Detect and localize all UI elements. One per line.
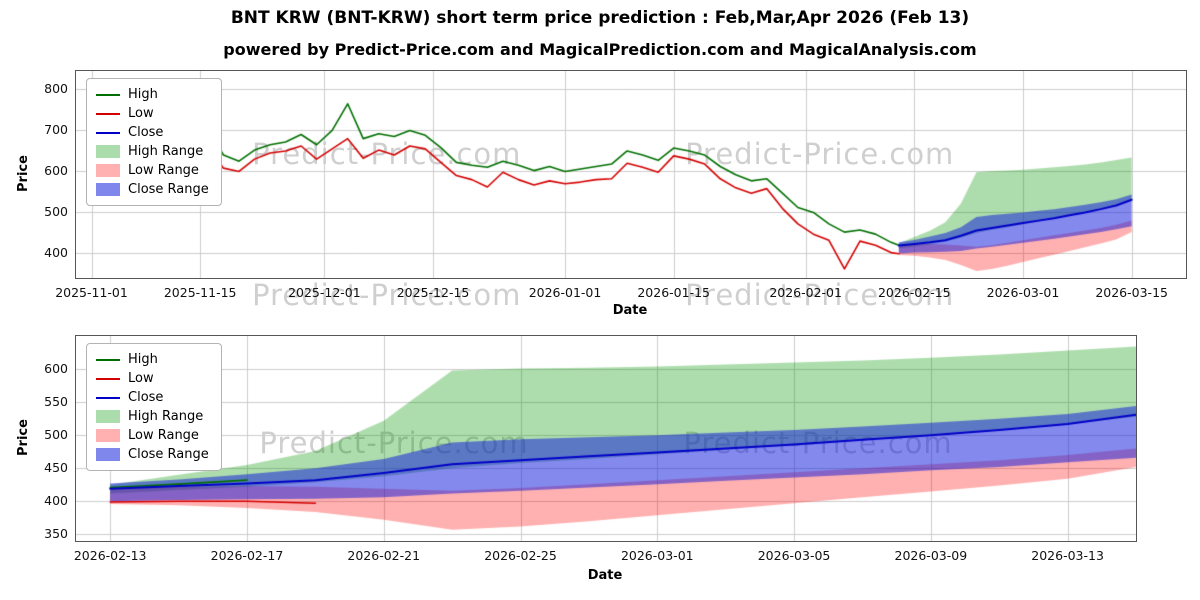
legend-label: Close Range [128,447,209,462]
x-tick-label: 2026-01-01 [528,285,602,300]
legend-label: Close Range [128,182,209,197]
legend-label: Close [128,390,164,405]
y-tick-label: 500 [44,427,68,443]
top-chart-canvas [76,71,1186,278]
legend-item-high: High [96,85,209,104]
prediction-zoom-chart: High Low Close High Range Low Range Close Ran… [44,335,1137,563]
legend-swatch-line [96,358,120,361]
legend-top: High Low Close High Range Low Range Close Ran… [86,78,222,206]
x-tick-label: 2026-03-15 [1095,285,1168,300]
legend-item-close: Close [96,388,209,407]
x-tick-label: 2025-12-01 [288,285,361,300]
price-history-chart: High Low Close High Range Low Range Close Ran… [44,70,1187,312]
y-tick-label: 800 [44,81,68,97]
legend-swatch-line [96,396,120,399]
legend-item-high-range: High Range [96,407,209,426]
x-tick-label: 2026-02-13 [73,548,147,563]
x-tick-label: 2025-11-15 [163,285,237,300]
y-tick-label: 500 [44,204,68,220]
legend-label: High [128,87,158,102]
x-tick-label: 2026-03-09 [894,548,968,563]
legend-swatch-line [96,93,120,96]
legend-item-high: High [96,350,209,369]
legend-label: Low Range [128,163,199,178]
legend-swatch-patch [96,164,120,177]
y-tick-label: 550 [44,394,68,410]
y-tick-label: 450 [44,460,68,476]
legend-item-high-range: High Range [96,142,209,161]
legend-swatch-patch [96,429,120,442]
legend-item-low-range: Low Range [96,161,209,180]
legend-label: Low [128,371,154,386]
y-tick-label: 350 [44,526,68,542]
x-tick-label: 2026-03-01 [986,285,1060,300]
x-tick-label: 2026-03-13 [1031,548,1104,563]
legend-swatch-patch [96,410,120,423]
legend-swatch-line [96,377,120,380]
x-axis-label-bottom: Date [587,568,623,583]
legend-swatch-patch [96,448,120,461]
chart-title: BNT KRW (BNT-KRW) short term price predi… [230,8,970,28]
legend-label: Close [128,125,164,140]
y-tick-label: 600 [44,163,68,179]
legend-swatch-line [96,112,120,115]
y-tick-label: 600 [44,361,68,377]
legend-item-low: Low [96,369,209,388]
legend-item-close-range: Close Range [96,445,209,464]
x-tick-label: 2026-01-15 [637,285,711,300]
x-tick-label: 2026-02-25 [484,548,557,563]
legend-label: High Range [128,144,204,159]
bottom-chart-canvas [76,336,1136,541]
legend-item-close-range: Close Range [96,180,209,199]
x-tick-label: 2026-02-21 [347,548,421,563]
legend-label: Low Range [128,428,199,443]
x-axis-label-top: Date [612,303,648,318]
x-tick-label: 2026-03-01 [620,548,694,563]
x-tick-label: 2026-02-15 [877,285,951,300]
chart-subtitle: powered by Predict-Price.com and Magical… [223,40,977,59]
y-tick-label: 400 [44,493,68,509]
legend-item-close: Close [96,123,209,142]
legend-item-low-range: Low Range [96,426,209,445]
x-tick-label: 2026-03-05 [757,548,831,563]
legend-swatch-patch [96,183,120,196]
x-tick-label: 2026-02-17 [210,548,284,563]
legend-swatch-line [96,131,120,134]
y-tick-label: 700 [44,122,68,138]
x-tick-label: 2026-02-01 [769,285,842,300]
legend-bottom: High Low Close High Range Low Range Close Ran… [86,343,222,471]
legend-label: Low [128,106,154,121]
legend-swatch-patch [96,145,120,158]
x-tick-label: 2025-11-01 [55,285,128,300]
x-tick-label: 2025-12-15 [396,285,470,300]
legend-item-low: Low [96,104,209,123]
y-tick-label: 400 [44,245,68,261]
legend-label: High [128,352,158,367]
legend-label: High Range [128,409,204,424]
